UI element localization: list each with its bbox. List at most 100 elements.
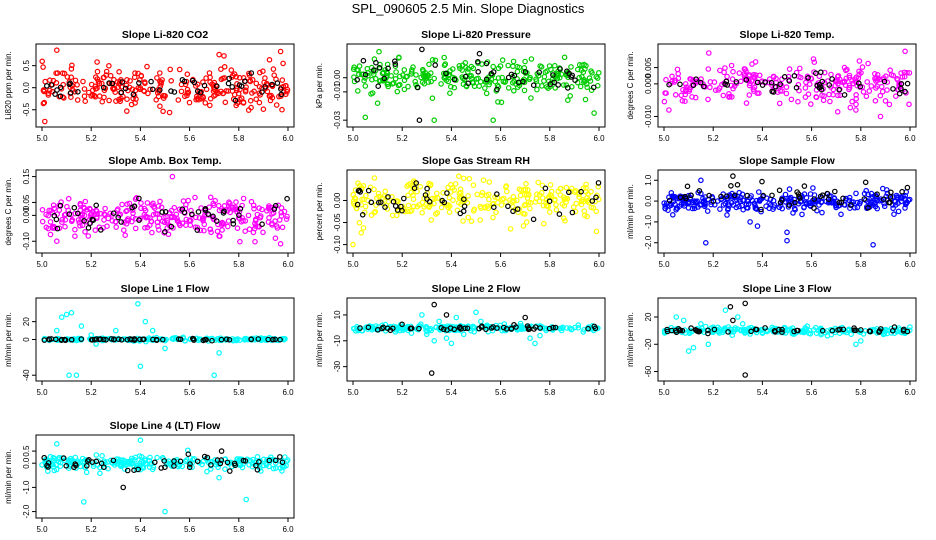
data-point — [193, 96, 199, 103]
data-point — [405, 83, 411, 90]
data-point — [72, 226, 78, 233]
data-point — [436, 318, 442, 325]
data-point — [122, 232, 129, 239]
data-point — [236, 215, 242, 221]
data-point — [754, 79, 761, 86]
data-point — [723, 193, 730, 200]
data-point — [410, 203, 417, 210]
data-point — [749, 197, 756, 204]
y-tick-label: 0.05 — [22, 194, 31, 210]
data-point — [457, 210, 464, 217]
data-point — [550, 70, 556, 76]
data-point — [505, 74, 512, 81]
data-point — [813, 94, 820, 101]
data-point — [408, 330, 415, 336]
data-point — [428, 370, 435, 376]
series-ref — [357, 301, 599, 376]
x-tick-label: 5.2 — [397, 260, 409, 269]
data-point — [226, 75, 233, 82]
data-point — [131, 337, 138, 343]
y-axis-label: ml/min per min. — [626, 184, 635, 239]
data-point — [208, 462, 214, 468]
data-point — [900, 328, 907, 334]
data-point — [835, 73, 842, 79]
x-tick-label: 5.0 — [36, 388, 48, 397]
data-point — [477, 217, 484, 223]
data-point — [808, 76, 815, 82]
data-point — [390, 80, 397, 86]
data-point — [405, 192, 411, 199]
data-point — [429, 95, 436, 102]
data-point — [393, 324, 400, 331]
data-point — [180, 198, 187, 204]
data-point — [895, 208, 902, 215]
data-point — [167, 66, 174, 73]
data-point — [138, 200, 144, 206]
data-point — [794, 189, 800, 195]
data-point — [896, 90, 903, 97]
data-point — [446, 194, 453, 201]
data-point — [502, 78, 509, 85]
data-point — [405, 182, 412, 188]
data-point — [559, 201, 566, 207]
data-point — [528, 56, 535, 62]
data-point — [834, 92, 841, 99]
data-point — [470, 65, 477, 72]
data-point — [77, 223, 83, 229]
data-point — [742, 300, 749, 307]
data-point — [168, 223, 175, 230]
data-point — [456, 194, 463, 200]
data-point — [48, 82, 55, 88]
data-point — [685, 348, 692, 354]
data-point — [168, 88, 174, 94]
data-point — [371, 186, 377, 193]
data-point — [157, 87, 163, 93]
data-point — [814, 197, 821, 203]
data-point — [786, 66, 793, 72]
data-point — [157, 198, 163, 205]
data-point — [563, 184, 570, 191]
data-point — [131, 203, 138, 210]
data-point — [65, 195, 72, 202]
y-tick-label: -0.010 — [644, 105, 653, 128]
data-point — [277, 241, 284, 247]
data-point — [201, 227, 207, 234]
data-point — [85, 225, 92, 231]
data-point — [505, 203, 511, 210]
data-point — [865, 205, 871, 211]
data-point — [234, 225, 241, 232]
data-point — [484, 203, 491, 209]
data-point — [448, 340, 455, 347]
data-point — [551, 62, 558, 69]
data-point — [361, 77, 367, 84]
data-point — [407, 208, 414, 215]
data-point — [45, 225, 52, 232]
data-point — [673, 314, 680, 320]
data-point — [279, 459, 286, 466]
data-point — [493, 209, 499, 216]
data-point — [803, 200, 810, 207]
data-point — [896, 81, 903, 87]
data-point — [207, 102, 213, 109]
data-point — [168, 207, 175, 214]
data-point — [570, 204, 577, 210]
data-point — [177, 458, 184, 465]
data-point — [144, 224, 151, 231]
data-point — [398, 203, 404, 210]
data-point — [795, 98, 801, 105]
data-point — [577, 83, 584, 90]
x-tick-label: 5.6 — [184, 525, 196, 534]
data-point — [695, 328, 702, 335]
data-point — [260, 68, 266, 75]
data-point — [355, 71, 362, 78]
data-point — [219, 227, 225, 233]
data-point — [498, 99, 505, 106]
data-point — [824, 190, 831, 197]
data-point — [779, 326, 785, 333]
data-point — [113, 224, 120, 230]
data-point — [460, 175, 467, 182]
data-point — [422, 192, 429, 198]
data-point — [666, 197, 673, 204]
data-point — [220, 90, 226, 97]
plot-frame — [35, 43, 295, 128]
